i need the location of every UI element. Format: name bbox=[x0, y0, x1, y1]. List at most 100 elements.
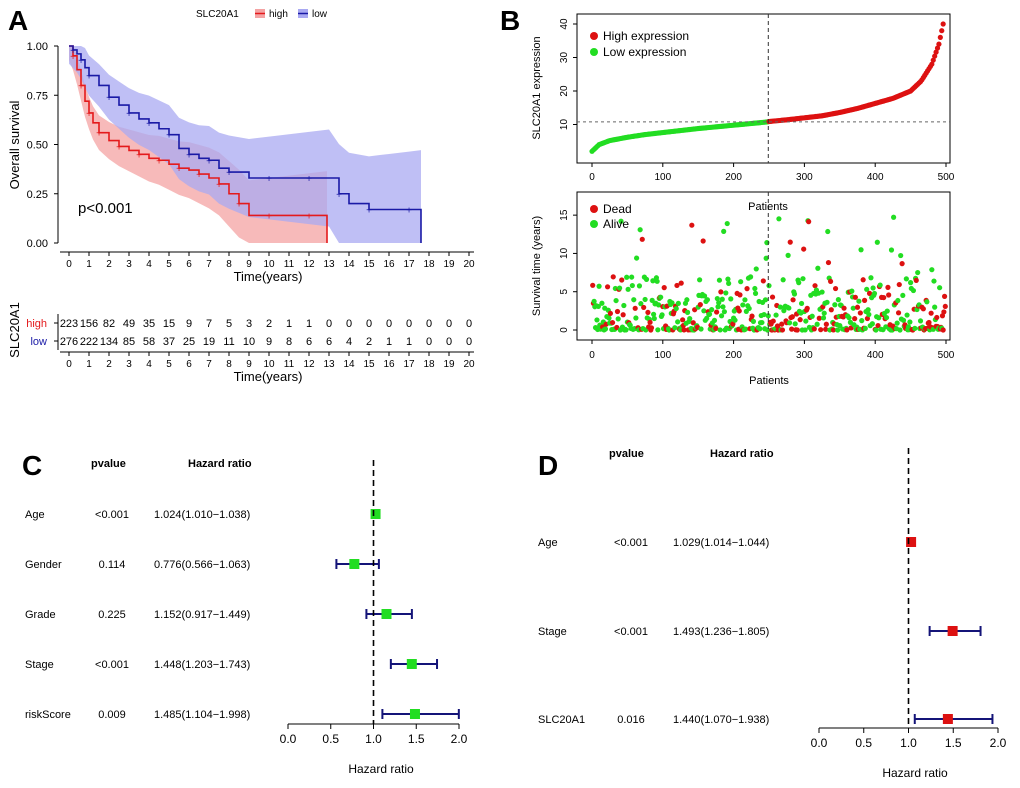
status-point-alive bbox=[869, 321, 875, 327]
status-point-alive bbox=[743, 326, 749, 332]
km-censor-mark: + bbox=[196, 170, 202, 181]
forest-plot-d: pvalue Hazard ratio Age <0.001 1.029(1.014… bbox=[538, 448, 1007, 780]
status-point-dead bbox=[619, 277, 625, 283]
status-point-alive bbox=[675, 300, 681, 307]
status-point-alive bbox=[606, 315, 612, 321]
status-point-dead bbox=[648, 325, 655, 331]
status-point-dead bbox=[779, 327, 786, 333]
status-point-alive bbox=[658, 294, 664, 300]
status-point-dead bbox=[934, 314, 940, 321]
expression-point bbox=[930, 57, 936, 63]
status-point-dead bbox=[787, 239, 793, 245]
status-point-alive bbox=[650, 311, 657, 317]
status-point-alive bbox=[673, 305, 679, 312]
km-legend-high: high bbox=[269, 9, 288, 20]
status-point-dead bbox=[812, 283, 818, 289]
risk-cell-low: 134 bbox=[100, 336, 118, 348]
panel-label-c: C bbox=[22, 450, 42, 481]
risk-xtick-label: 7 bbox=[206, 359, 212, 370]
risk-cell-low: 6 bbox=[306, 336, 312, 348]
km-censor-mark: + bbox=[116, 142, 122, 153]
km-censor-mark: + bbox=[86, 72, 92, 83]
km-xtick-label: 16 bbox=[383, 259, 395, 270]
status-point-alive bbox=[724, 220, 730, 227]
km-censor-mark: + bbox=[336, 190, 342, 201]
expression-y-label: SLC20A1 expression bbox=[531, 36, 543, 139]
status-point-alive bbox=[814, 321, 820, 327]
forest-hr-box bbox=[947, 626, 958, 636]
km-xtick-label: 18 bbox=[423, 259, 435, 270]
risk-cell-low: 19 bbox=[203, 336, 215, 348]
status-point-alive bbox=[791, 291, 798, 297]
status-point-alive bbox=[759, 319, 765, 326]
status-point-dead bbox=[639, 236, 645, 242]
km-xtick-label: 12 bbox=[303, 259, 315, 270]
risk-cell-high: 0 bbox=[426, 318, 432, 330]
status-point-dead bbox=[769, 294, 776, 300]
risk-cell-low: 8 bbox=[286, 336, 292, 348]
km-censor-mark: + bbox=[106, 93, 112, 104]
status-point-dead bbox=[860, 277, 866, 283]
status-point-alive bbox=[819, 289, 825, 295]
status-point-dead bbox=[620, 312, 626, 318]
status-point-alive bbox=[932, 304, 938, 310]
forest-xtick-label: 1.5 bbox=[408, 732, 425, 746]
risk-row-label-high: high bbox=[26, 318, 47, 330]
status-point-dead bbox=[737, 292, 743, 298]
risk-cell-low: 6 bbox=[326, 336, 332, 348]
km-xtick-label: 13 bbox=[323, 259, 335, 270]
status-point-alive bbox=[684, 297, 690, 303]
forest-row-label: Gender bbox=[25, 559, 62, 571]
status-point-alive bbox=[747, 274, 754, 280]
km-censor-mark: + bbox=[266, 174, 272, 185]
forest-xtick-label: 0.0 bbox=[280, 732, 297, 746]
status-point-dead bbox=[844, 327, 850, 333]
forest-c-header-pvalue: pvalue bbox=[91, 458, 126, 470]
risk-xtick-label: 15 bbox=[363, 359, 375, 370]
status-point-dead bbox=[714, 309, 720, 315]
status-point-alive bbox=[613, 297, 619, 304]
risk-xtick-label: 10 bbox=[263, 359, 275, 370]
expression-frame bbox=[576, 13, 951, 164]
status-point-dead bbox=[790, 297, 796, 303]
expr-xtick-label: 500 bbox=[938, 172, 955, 183]
km-censor-mark: + bbox=[406, 206, 412, 217]
status-point-dead bbox=[789, 326, 795, 332]
expr-xtick-label: 0 bbox=[589, 172, 595, 183]
forest-row-pvalue: 0.114 bbox=[99, 559, 126, 571]
status-point-dead bbox=[690, 320, 696, 326]
forest-d-axis: 0.0 0.5 1.0 1.5 2.0 bbox=[811, 448, 1007, 750]
km-xtick-label: 7 bbox=[206, 259, 212, 270]
stat-xtick-label: 500 bbox=[938, 350, 955, 361]
status-point-alive bbox=[915, 269, 921, 276]
status-point-alive bbox=[594, 317, 600, 323]
status-point-dead bbox=[744, 286, 750, 292]
status-point-alive bbox=[792, 321, 798, 327]
status-point-alive bbox=[850, 305, 856, 311]
km-lines: ++++++++++++ ++++++++++++ +++ + bbox=[69, 45, 422, 243]
risk-xtick-label: 4 bbox=[146, 359, 152, 370]
status-point-alive bbox=[802, 327, 808, 333]
forest-row-pvalue: <0.001 bbox=[95, 509, 129, 521]
status-point-alive bbox=[638, 301, 644, 307]
risk-cell-high: 156 bbox=[80, 318, 98, 330]
status-point-alive bbox=[615, 316, 621, 322]
status-point-alive bbox=[762, 297, 769, 303]
forest-xtick-label: 2.0 bbox=[990, 736, 1007, 750]
stat-xtick-label: 100 bbox=[654, 350, 671, 361]
status-points bbox=[590, 214, 948, 333]
status-point-alive bbox=[773, 312, 779, 318]
status-point-alive bbox=[650, 278, 656, 284]
expr-legend-high-dot bbox=[590, 32, 598, 40]
forest-row-pvalue: <0.001 bbox=[614, 626, 648, 638]
status-point-alive bbox=[824, 299, 830, 305]
status-point-dead bbox=[857, 310, 863, 316]
status-point-dead bbox=[940, 327, 946, 333]
risk-cell-high: 0 bbox=[386, 318, 392, 330]
status-point-alive bbox=[629, 282, 635, 289]
risk-cell-high: 1 bbox=[286, 318, 292, 330]
status-point-dead bbox=[678, 280, 684, 286]
expr-xtick-label: 300 bbox=[796, 172, 813, 183]
status-point-dead bbox=[736, 308, 742, 314]
status-point-dead bbox=[861, 297, 868, 303]
